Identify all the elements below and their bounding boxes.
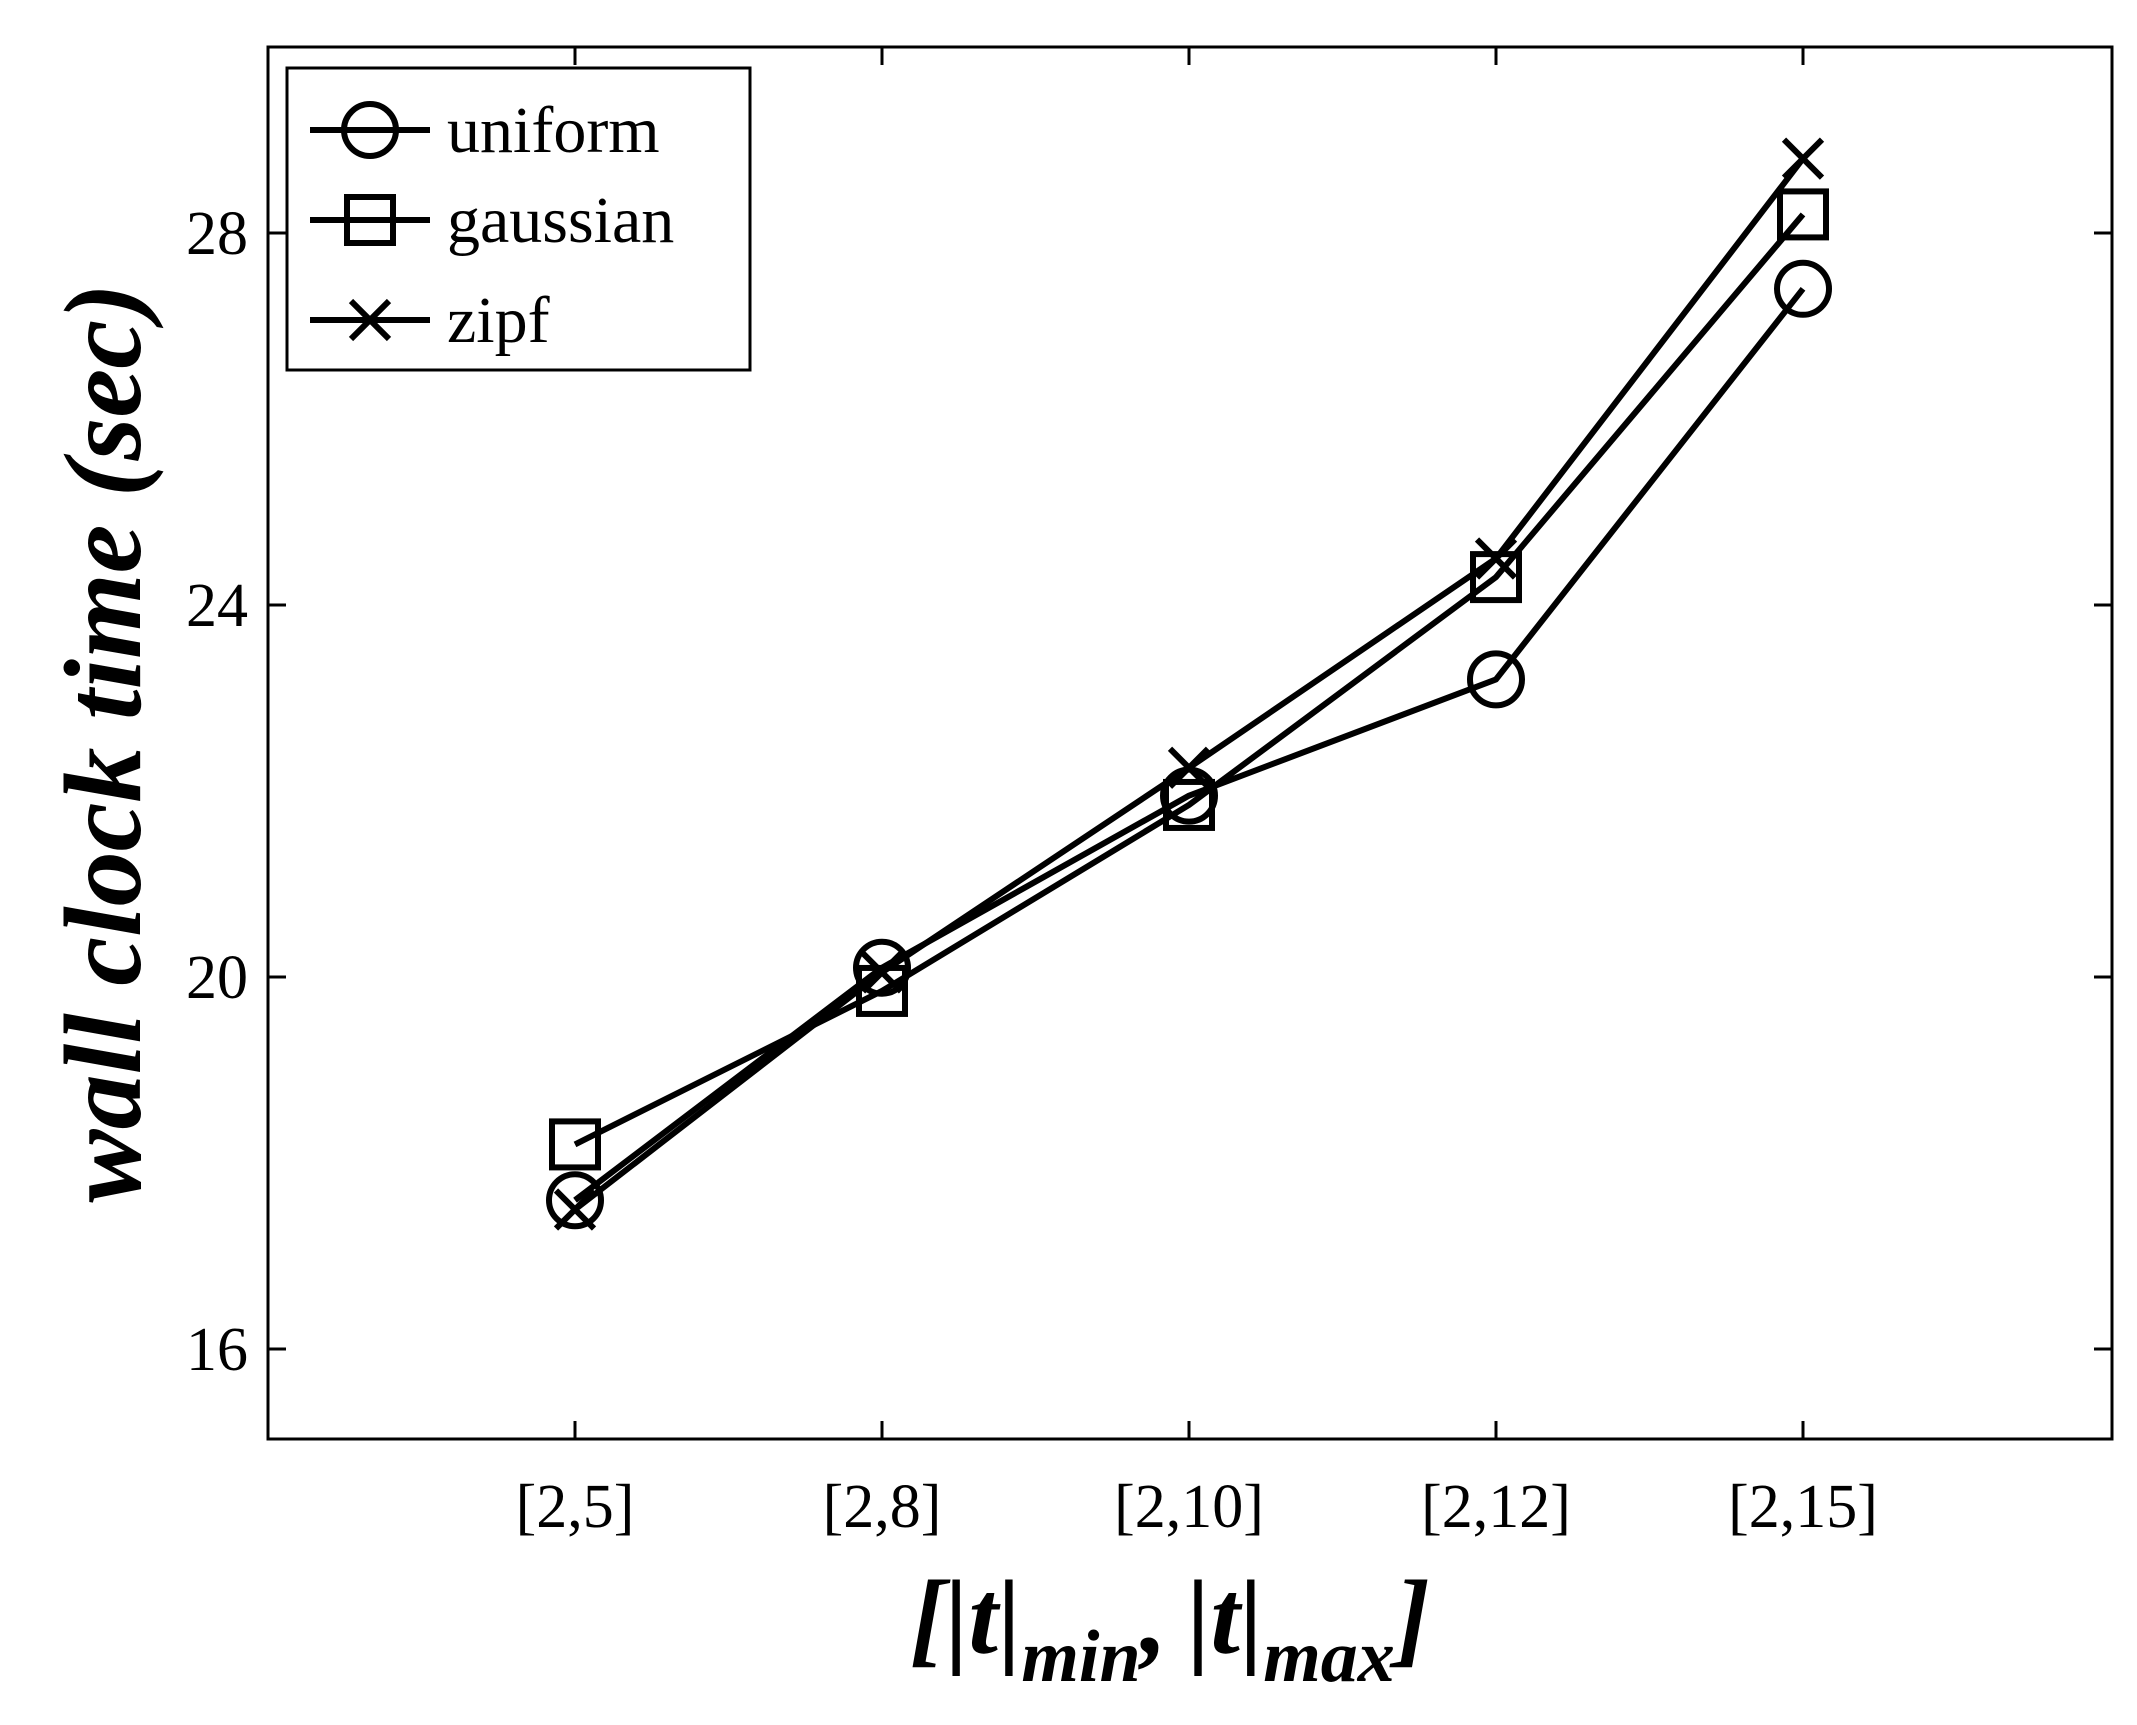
y-tick-labels: 16 20 24 28 [186,200,248,1384]
x-tick-label: [2,8] [823,1473,942,1541]
square-marker [549,1118,601,1171]
circle-marker [546,1171,604,1230]
circle-marker [1774,259,1832,318]
x-marker [1474,537,1518,580]
x-axis-title-open: [ [910,1559,951,1676]
x-axis-title-sub1: min [1021,1616,1140,1698]
x-marker [348,298,392,342]
y-axis-title: wall clock time (sec) [42,283,164,1202]
legend-label: gaussian [447,184,674,257]
x-tick-label: [2,15] [1728,1473,1878,1541]
x-axis-title-close: ] [1389,1559,1430,1676]
y-tick-label: 16 [186,1316,248,1384]
square-marker [1777,188,1829,241]
square-marker [344,194,396,246]
x-tick-label: [2,5] [516,1473,635,1541]
x-axis-title-t2: |t| [1187,1559,1263,1676]
x-marker [553,1188,597,1231]
y-tick-label: 24 [186,572,248,640]
x-axis-title-t1: |t| [945,1559,1021,1676]
legend-item-uniform: uniform [310,94,660,167]
legend-label: zipf [447,284,550,357]
series-zipf [553,137,1825,1231]
legend-item-gaussian: gaussian [310,184,674,257]
x-axis-title: [|t|min, |t|max] [910,1559,1430,1698]
y-tick-label: 28 [186,200,248,268]
legend-items: uniform gaussian zipf [310,94,674,357]
circle-marker [341,101,399,159]
square-marker [1163,778,1215,831]
data-series [546,137,1832,1231]
circle-marker [1467,650,1525,709]
x-axis-title-sub2: max [1263,1616,1395,1698]
series-line [573,212,1806,1148]
legend-label: uniform [447,94,660,167]
legend: uniform gaussian zipf [285,66,752,372]
x-marker [1781,137,1825,180]
x-marker [1167,746,1211,789]
x-tick-labels: [2,5] [2,8] [2,10] [2,12] [2,15] [516,1473,1878,1541]
x-tick-label: [2,12] [1421,1473,1571,1541]
tick-marks [268,47,2112,1439]
legend-item-zipf: zipf [310,284,550,357]
x-tick-label: [2,10] [1114,1473,1264,1541]
x-marker [860,951,904,994]
y-tick-label: 20 [186,944,248,1012]
x-axis-title-comma: , [1138,1559,1168,1676]
